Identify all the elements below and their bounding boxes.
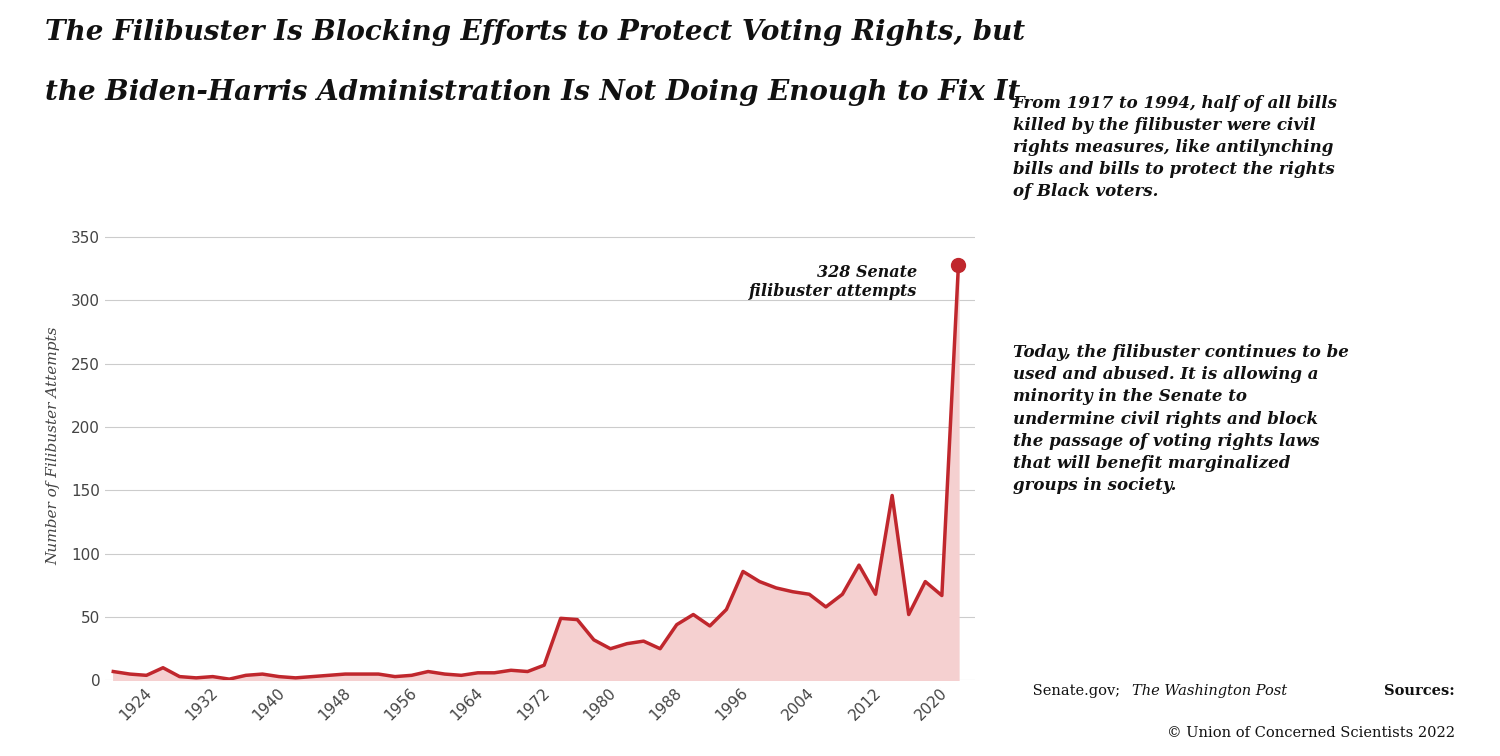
Text: © Union of Concerned Scientists 2022: © Union of Concerned Scientists 2022 (1167, 726, 1455, 740)
Point (946, 259, 970, 271)
Text: From 1917 to 1994, half of all bills
killed by the filibuster were civil
rights : From 1917 to 1994, half of all bills kil… (1013, 94, 1338, 200)
Text: Sources:: Sources: (1384, 684, 1455, 699)
Text: Today, the filibuster continues to be
used and abused. It is allowing a
minority: Today, the filibuster continues to be us… (1013, 344, 1348, 494)
Y-axis label: Number of Filibuster Attempts: Number of Filibuster Attempts (46, 327, 60, 565)
Text: the Biden-Harris Administration Is Not Doing Enough to Fix It: the Biden-Harris Administration Is Not D… (45, 79, 1020, 107)
Text: Senate.gov;: Senate.gov; (1028, 684, 1125, 699)
Text: The Washington Post: The Washington Post (1132, 684, 1287, 699)
Text: The Filibuster Is Blocking Efforts to Protect Voting Rights, but: The Filibuster Is Blocking Efforts to Pr… (45, 19, 1024, 46)
Text: 328 Senate
filibuster attempts: 328 Senate filibuster attempts (748, 264, 916, 300)
